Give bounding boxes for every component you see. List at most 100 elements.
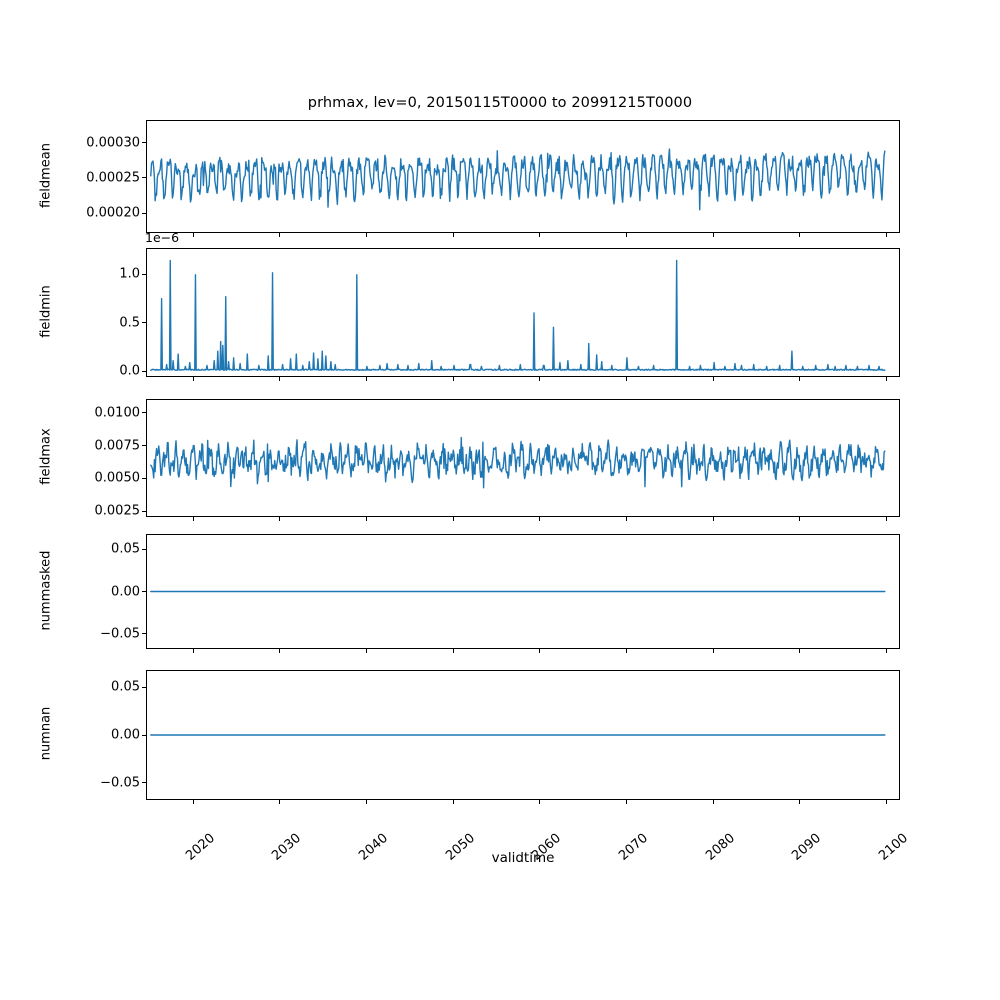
y-tick-mark bbox=[142, 177, 146, 179]
x-axis-label: validtime bbox=[491, 850, 555, 866]
y-tick-mark bbox=[142, 477, 146, 479]
y-axis-label-fieldmax: fieldmax bbox=[38, 428, 54, 485]
y-axis-label-numnan: numnan bbox=[38, 706, 54, 761]
x-tick-mark bbox=[886, 517, 888, 521]
x-tick-mark bbox=[712, 517, 714, 521]
x-tick-mark bbox=[366, 377, 368, 381]
y-tick-mark bbox=[142, 548, 146, 550]
plot-area-numnan bbox=[147, 671, 899, 799]
y-tick-label: 0.5 bbox=[119, 315, 140, 331]
y-axis-label-fieldmin: fieldmin bbox=[38, 284, 54, 338]
x-tick-mark bbox=[799, 233, 801, 237]
x-tick-mark bbox=[799, 800, 801, 804]
x-tick-mark bbox=[539, 377, 541, 381]
x-tick-mark bbox=[279, 800, 281, 804]
subplot-fieldmax bbox=[146, 399, 900, 517]
x-tick-mark bbox=[712, 649, 714, 653]
subplot-fieldmean bbox=[146, 120, 900, 233]
y-tick-mark bbox=[142, 633, 146, 635]
y-tick-label: 0.00030 bbox=[86, 135, 140, 151]
y-tick-label: 0.0100 bbox=[94, 405, 141, 421]
subplot-fieldmin bbox=[146, 248, 900, 377]
x-tick-mark bbox=[626, 377, 628, 381]
x-tick-mark bbox=[452, 517, 454, 521]
x-tick-mark bbox=[712, 233, 714, 237]
x-tick-mark bbox=[192, 377, 194, 381]
x-tick-mark bbox=[626, 517, 628, 521]
figure-title: prhmax, lev=0, 20150115T0000 to 20991215… bbox=[307, 95, 693, 111]
y-tick-label: 0.05 bbox=[111, 541, 140, 557]
y-tick-mark bbox=[142, 591, 146, 592]
y-tick-label: 0.0 bbox=[119, 363, 140, 379]
y-tick-mark bbox=[142, 686, 146, 688]
y-tick-label: 0.05 bbox=[111, 679, 140, 695]
y-tick-label: 1.0 bbox=[119, 266, 140, 282]
x-tick-labels-numnan: 2020 2030 2040 2050 2060 2070 2080 2090 2100 bbox=[146, 805, 911, 864]
y-axis-label-fieldmean: fieldmean bbox=[38, 142, 54, 208]
x-tick-mark bbox=[886, 377, 888, 381]
y-tick-mark bbox=[142, 782, 146, 784]
x-tick-marks-fieldmax bbox=[146, 517, 900, 524]
x-tick-mark bbox=[886, 800, 888, 804]
x-tick-mark bbox=[539, 517, 541, 521]
y-tick-mark bbox=[142, 510, 146, 512]
data-line-fieldmin bbox=[151, 260, 885, 370]
y-tick-mark bbox=[142, 734, 146, 736]
plot-area-fieldmax bbox=[147, 400, 899, 516]
y-tick-label: 0.0025 bbox=[94, 503, 141, 519]
y-tick-label: 0.00020 bbox=[86, 205, 140, 221]
y-axis-offset-text-fieldmin: 1e−6 bbox=[145, 230, 180, 245]
x-tick-mark bbox=[712, 800, 714, 804]
y-tick-label: 0.00 bbox=[111, 727, 140, 743]
y-tick-mark bbox=[142, 273, 146, 275]
x-tick-mark bbox=[192, 517, 194, 521]
y-tick-mark bbox=[142, 322, 146, 324]
y-tick-label: 0.0050 bbox=[94, 470, 141, 486]
y-tick-label: 0.00 bbox=[111, 584, 140, 599]
plot-area-fieldmean bbox=[147, 121, 899, 232]
x-tick-mark bbox=[626, 649, 628, 653]
x-tick-mark bbox=[452, 649, 454, 653]
subplot-numnan bbox=[146, 670, 900, 800]
data-line-fieldmax bbox=[151, 438, 885, 488]
y-tick-mark bbox=[142, 212, 146, 214]
x-tick-mark bbox=[366, 233, 368, 237]
y-tick-mark bbox=[142, 445, 146, 447]
x-tick-mark bbox=[452, 800, 454, 804]
y-tick-label: −0.05 bbox=[100, 626, 140, 642]
x-tick-mark bbox=[626, 800, 628, 804]
x-tick-mark bbox=[279, 517, 281, 521]
x-tick-marks-fieldmean bbox=[146, 233, 900, 240]
y-tick-mark bbox=[142, 142, 146, 144]
y-tick-label: 0.00025 bbox=[86, 170, 140, 186]
x-tick-mark bbox=[799, 517, 801, 521]
x-tick-mark bbox=[279, 233, 281, 237]
plot-area-fieldmin bbox=[147, 249, 899, 376]
y-tick-mark bbox=[142, 370, 146, 372]
plot-area-nummasked bbox=[147, 535, 899, 648]
x-tick-mark bbox=[366, 649, 368, 653]
x-tick-mark bbox=[886, 233, 888, 237]
x-tick-mark bbox=[279, 377, 281, 381]
x-tick-mark bbox=[539, 233, 541, 237]
y-tick-mark bbox=[142, 412, 146, 414]
x-tick-mark bbox=[626, 233, 628, 237]
x-tick-mark bbox=[366, 517, 368, 521]
y-tick-label: 0.0075 bbox=[94, 438, 141, 454]
x-tick-mark bbox=[452, 377, 454, 381]
x-tick-marks-numnan bbox=[146, 800, 900, 807]
y-axis-label-nummasked: nummasked bbox=[38, 550, 54, 630]
y-tick-label: −0.05 bbox=[100, 775, 140, 791]
x-tick-mark bbox=[192, 800, 194, 804]
x-tick-mark bbox=[279, 649, 281, 653]
x-tick-mark bbox=[539, 649, 541, 653]
x-tick-mark bbox=[799, 377, 801, 381]
x-tick-mark bbox=[712, 377, 714, 381]
x-tick-mark bbox=[886, 649, 888, 653]
x-tick-mark bbox=[452, 233, 454, 237]
